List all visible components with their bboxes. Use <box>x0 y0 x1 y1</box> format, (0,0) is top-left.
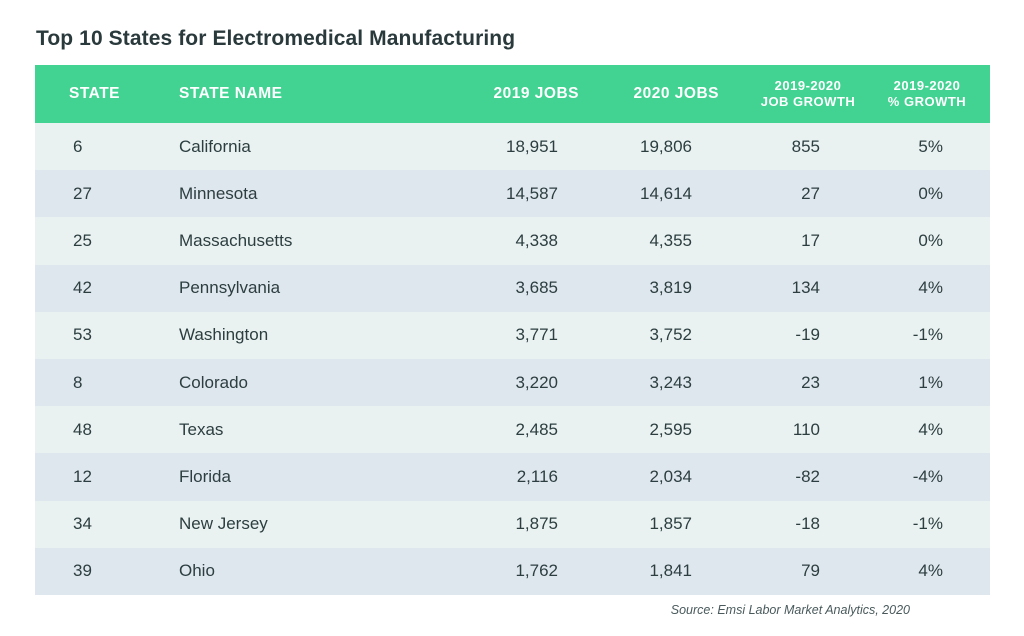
table-row: 27 Minnesota 14,587 14,614 27 0% <box>35 170 990 218</box>
header-pct-growth-line2: % GROWTH <box>887 94 967 109</box>
cell-job-growth: -82 <box>795 466 820 486</box>
cell-state-name: New Jersey <box>179 514 268 534</box>
data-table: STATE STATE NAME 2019 JOBS 2020 JOBS 201… <box>35 65 990 595</box>
cell-job-growth: 27 <box>801 183 820 203</box>
header-2019-jobs: 2019 JOBS <box>493 85 579 102</box>
cell-state: 34 <box>73 514 92 534</box>
cell-2020-jobs: 3,819 <box>649 278 692 298</box>
cell-pct-growth: 4% <box>918 419 943 439</box>
cell-state-name: Florida <box>179 466 231 486</box>
cell-pct-growth: 4% <box>918 561 943 581</box>
cell-pct-growth: -4% <box>912 466 943 486</box>
header-job-growth-line2: JOB GROWTH <box>760 94 856 109</box>
cell-pct-growth: -1% <box>912 514 943 534</box>
table-row: 6 California 18,951 19,806 855 5% <box>35 123 990 171</box>
cell-job-growth: -19 <box>795 325 820 345</box>
cell-2019-jobs: 1,762 <box>515 561 558 581</box>
cell-state: 12 <box>73 466 92 486</box>
header-job-growth-line1: 2019-2020 <box>774 78 842 93</box>
table-row: 8 Colorado 3,220 3,243 23 1% <box>35 358 990 407</box>
cell-2019-jobs: 3,220 <box>515 372 558 392</box>
header-job-growth: 2019-2020 JOB GROWTH <box>748 65 868 123</box>
cell-2019-jobs: 3,771 <box>515 325 558 345</box>
table-row: 48 Texas 2,485 2,595 110 4% <box>35 406 990 454</box>
cell-state: 27 <box>73 183 92 203</box>
cell-state: 25 <box>73 230 92 250</box>
cell-pct-growth: 5% <box>918 136 943 156</box>
table-row: 25 Massachusetts 4,338 4,355 17 0% <box>35 217 990 265</box>
cell-pct-growth: 0% <box>918 183 943 203</box>
table-row: 42 Pennsylvania 3,685 3,819 134 4% <box>35 264 990 312</box>
cell-2020-jobs: 2,595 <box>649 419 692 439</box>
cell-state-name: Ohio <box>179 561 215 581</box>
cell-state: 48 <box>73 419 92 439</box>
cell-2020-jobs: 19,806 <box>640 136 692 156</box>
cell-2019-jobs: 2,116 <box>516 466 558 486</box>
cell-pct-growth: 1% <box>918 372 943 392</box>
cell-2020-jobs: 1,841 <box>649 561 692 581</box>
cell-job-growth: 17 <box>801 230 820 250</box>
cell-2019-jobs: 4,338 <box>515 230 558 250</box>
cell-job-growth: 134 <box>791 278 820 298</box>
cell-pct-growth: 4% <box>918 278 943 298</box>
cell-state-name: Colorado <box>179 372 248 392</box>
table-body: 6 California 18,951 19,806 855 5% 27 Minnesota 1… <box>35 123 990 595</box>
table-row: 53 Washington 3,771 3,752 -19 -1% <box>35 311 990 359</box>
cell-job-growth: 110 <box>792 419 820 439</box>
cell-2019-jobs: 14,587 <box>506 183 558 203</box>
cell-state-name: Minnesota <box>179 183 258 203</box>
cell-2019-jobs: 2,485 <box>515 419 558 439</box>
header-pct-growth: 2019-2020 % GROWTH <box>877 65 977 123</box>
source-note: Source: Emsi Labor Market Analytics, 202… <box>670 603 910 617</box>
cell-2020-jobs: 3,752 <box>649 325 692 345</box>
table-row: 34 New Jersey 1,875 1,857 -18 -1% <box>35 500 990 548</box>
cell-state: 6 <box>73 136 83 156</box>
table-row: 12 Florida 2,116 2,034 -82 -4% <box>35 453 990 501</box>
cell-state: 8 <box>73 372 83 392</box>
cell-2020-jobs: 1,857 <box>649 514 692 534</box>
cell-state: 42 <box>73 278 92 298</box>
table-row: 39 Ohio 1,762 1,841 79 4% <box>35 547 990 595</box>
cell-state-name: Pennsylvania <box>179 278 281 298</box>
table-header: STATE STATE NAME 2019 JOBS 2020 JOBS 201… <box>35 65 990 123</box>
cell-state-name: California <box>179 136 251 156</box>
cell-state-name: Washington <box>179 325 269 345</box>
cell-job-growth: -18 <box>795 514 820 534</box>
cell-2019-jobs: 18,951 <box>506 136 558 156</box>
cell-state: 53 <box>73 325 92 345</box>
cell-state-name: Texas <box>179 419 224 439</box>
cell-state: 39 <box>73 561 92 581</box>
cell-job-growth: 79 <box>801 561 820 581</box>
cell-state-name: Massachusetts <box>179 230 293 250</box>
cell-job-growth: 23 <box>801 372 820 392</box>
cell-pct-growth: 0% <box>918 230 943 250</box>
cell-job-growth: 855 <box>791 136 820 156</box>
header-2020-jobs: 2020 JOBS <box>633 85 719 102</box>
cell-2020-jobs: 4,355 <box>649 230 692 250</box>
header-state: STATE <box>69 85 121 102</box>
cell-pct-growth: -1% <box>912 325 943 345</box>
cell-2020-jobs: 2,034 <box>649 466 692 486</box>
cell-2019-jobs: 3,685 <box>515 278 558 298</box>
cell-2020-jobs: 14,614 <box>640 183 692 203</box>
page-title: Top 10 States for Electromedical Manufac… <box>36 27 516 50</box>
cell-2019-jobs: 1,875 <box>515 514 558 534</box>
cell-2020-jobs: 3,243 <box>649 372 692 392</box>
header-pct-growth-line1: 2019-2020 <box>893 78 961 93</box>
header-state-name: STATE NAME <box>179 85 283 102</box>
